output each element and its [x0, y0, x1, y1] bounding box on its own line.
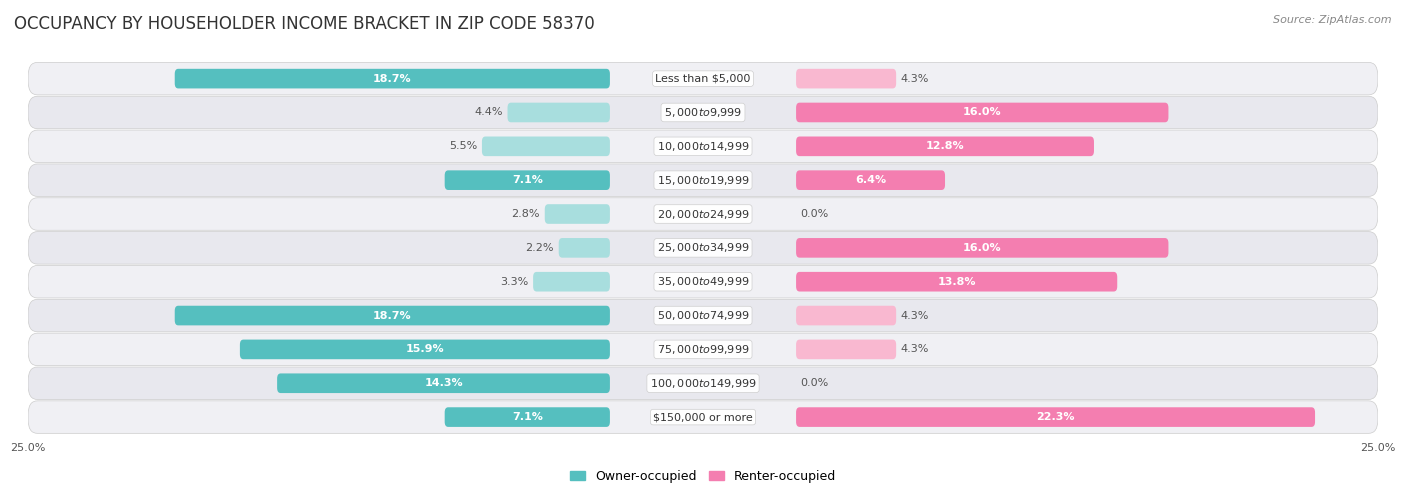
FancyBboxPatch shape — [240, 340, 610, 359]
Text: 18.7%: 18.7% — [373, 311, 412, 321]
FancyBboxPatch shape — [28, 164, 1378, 196]
Text: 7.1%: 7.1% — [512, 175, 543, 185]
FancyBboxPatch shape — [28, 130, 1378, 163]
Text: 16.0%: 16.0% — [963, 107, 1001, 118]
FancyBboxPatch shape — [174, 306, 610, 325]
FancyBboxPatch shape — [28, 299, 1378, 332]
FancyBboxPatch shape — [28, 198, 1378, 230]
Text: $15,000 to $19,999: $15,000 to $19,999 — [657, 174, 749, 187]
Text: $35,000 to $49,999: $35,000 to $49,999 — [657, 275, 749, 288]
FancyBboxPatch shape — [796, 171, 945, 190]
Text: $100,000 to $149,999: $100,000 to $149,999 — [650, 377, 756, 390]
Text: 2.2%: 2.2% — [526, 243, 554, 253]
FancyBboxPatch shape — [796, 238, 1168, 258]
Text: 7.1%: 7.1% — [512, 412, 543, 422]
FancyBboxPatch shape — [174, 69, 610, 88]
FancyBboxPatch shape — [796, 340, 896, 359]
FancyBboxPatch shape — [28, 96, 1378, 129]
FancyBboxPatch shape — [444, 407, 610, 427]
FancyBboxPatch shape — [444, 171, 610, 190]
Text: OCCUPANCY BY HOUSEHOLDER INCOME BRACKET IN ZIP CODE 58370: OCCUPANCY BY HOUSEHOLDER INCOME BRACKET … — [14, 15, 595, 33]
Text: 14.3%: 14.3% — [425, 378, 463, 388]
FancyBboxPatch shape — [796, 69, 896, 88]
Text: 22.3%: 22.3% — [1036, 412, 1074, 422]
FancyBboxPatch shape — [533, 272, 610, 292]
Text: $5,000 to $9,999: $5,000 to $9,999 — [664, 106, 742, 119]
FancyBboxPatch shape — [796, 306, 896, 325]
FancyBboxPatch shape — [508, 103, 610, 122]
Text: 13.8%: 13.8% — [938, 277, 976, 287]
FancyBboxPatch shape — [28, 333, 1378, 365]
Text: 12.8%: 12.8% — [925, 141, 965, 151]
Text: 15.9%: 15.9% — [405, 345, 444, 354]
Text: 4.3%: 4.3% — [901, 311, 929, 321]
Text: $150,000 or more: $150,000 or more — [654, 412, 752, 422]
Text: 6.4%: 6.4% — [855, 175, 886, 185]
FancyBboxPatch shape — [277, 373, 610, 393]
Text: 18.7%: 18.7% — [373, 73, 412, 84]
Text: $20,000 to $24,999: $20,000 to $24,999 — [657, 208, 749, 221]
FancyBboxPatch shape — [544, 204, 610, 224]
Text: $10,000 to $14,999: $10,000 to $14,999 — [657, 140, 749, 153]
FancyBboxPatch shape — [482, 137, 610, 156]
Text: 4.3%: 4.3% — [901, 345, 929, 354]
Text: 0.0%: 0.0% — [801, 209, 830, 219]
FancyBboxPatch shape — [28, 62, 1378, 95]
Text: 0.0%: 0.0% — [801, 378, 830, 388]
FancyBboxPatch shape — [796, 407, 1315, 427]
FancyBboxPatch shape — [796, 103, 1168, 122]
FancyBboxPatch shape — [28, 367, 1378, 399]
Text: Source: ZipAtlas.com: Source: ZipAtlas.com — [1274, 15, 1392, 25]
Text: $25,000 to $34,999: $25,000 to $34,999 — [657, 242, 749, 254]
Text: 16.0%: 16.0% — [963, 243, 1001, 253]
FancyBboxPatch shape — [28, 265, 1378, 298]
Text: $75,000 to $99,999: $75,000 to $99,999 — [657, 343, 749, 356]
FancyBboxPatch shape — [796, 272, 1118, 292]
FancyBboxPatch shape — [28, 401, 1378, 434]
Legend: Owner-occupied, Renter-occupied: Owner-occupied, Renter-occupied — [565, 465, 841, 486]
FancyBboxPatch shape — [796, 137, 1094, 156]
Text: $50,000 to $74,999: $50,000 to $74,999 — [657, 309, 749, 322]
Text: 4.3%: 4.3% — [901, 73, 929, 84]
Text: 4.4%: 4.4% — [474, 107, 503, 118]
FancyBboxPatch shape — [558, 238, 610, 258]
FancyBboxPatch shape — [28, 232, 1378, 264]
Text: Less than $5,000: Less than $5,000 — [655, 73, 751, 84]
Text: 2.8%: 2.8% — [512, 209, 540, 219]
Text: 5.5%: 5.5% — [449, 141, 477, 151]
Text: 3.3%: 3.3% — [501, 277, 529, 287]
